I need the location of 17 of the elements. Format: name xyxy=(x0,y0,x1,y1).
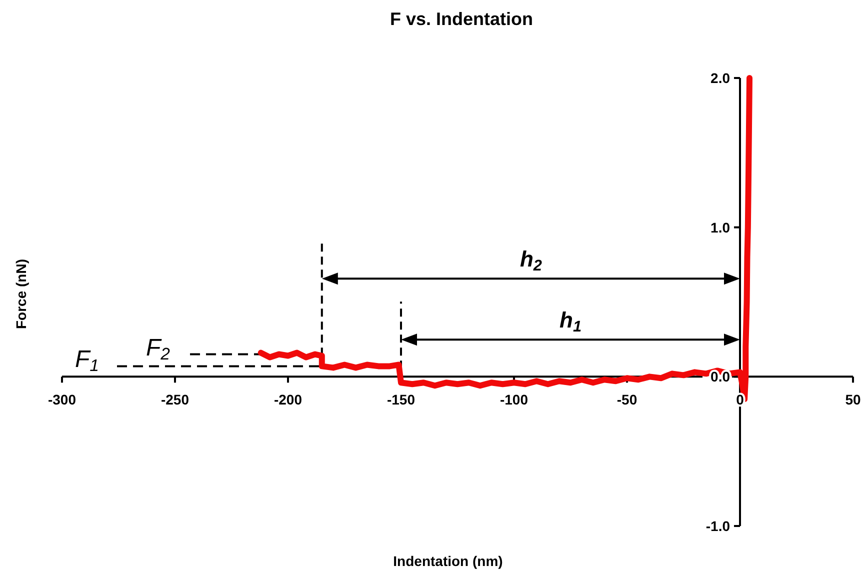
annotation: h$_{1}$ xyxy=(559,308,582,336)
annotation: F$_{1}$ xyxy=(75,346,100,376)
y-tick-label: -1.0 xyxy=(706,518,730,534)
x-tick-label: -200 xyxy=(274,392,302,408)
x-tick-label: -150 xyxy=(386,392,416,408)
y-axis-title: Force (nN) xyxy=(13,259,29,329)
x-tick-label: -300 xyxy=(48,392,76,408)
x-tick-label: 50 xyxy=(845,392,861,408)
x-axis-title: Indentation (nm) xyxy=(393,553,503,569)
annotation: h$_{2}$ xyxy=(520,246,542,274)
chart-title: F vs. Indentation xyxy=(390,9,534,29)
y-tick-label: 1.0 xyxy=(710,219,730,236)
annotation: F$_{2}$ xyxy=(146,334,171,364)
x-tick-label: -100 xyxy=(500,392,528,408)
x-tick-label: -250 xyxy=(160,392,190,408)
x-tick-label: -50 xyxy=(616,392,638,408)
y-tick-label: 2.0 xyxy=(710,70,730,86)
